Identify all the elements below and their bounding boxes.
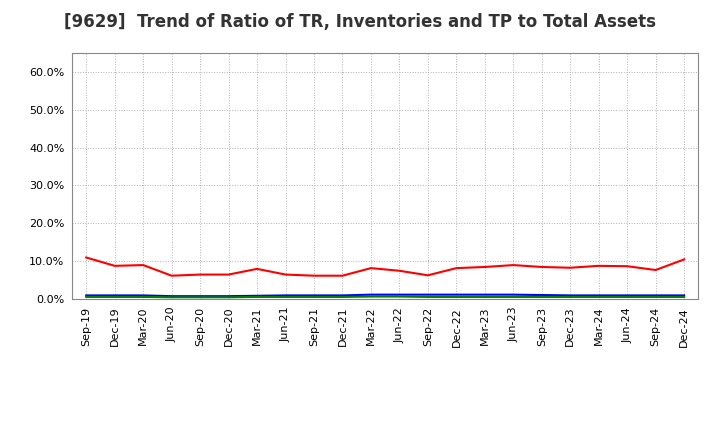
Trade Receivables [282, 272, 290, 277]
Trade Payables [139, 294, 148, 300]
Inventories [110, 293, 119, 298]
Inventories [310, 293, 318, 298]
Trade Receivables [338, 273, 347, 279]
Inventories [509, 292, 518, 297]
Line: Trade Receivables: Trade Receivables [86, 257, 684, 276]
Trade Payables [110, 294, 119, 300]
Trade Payables [452, 294, 461, 300]
Trade Payables [310, 294, 318, 300]
Inventories [167, 293, 176, 299]
Trade Receivables [623, 264, 631, 269]
Trade Payables [423, 294, 432, 300]
Inventories [338, 293, 347, 298]
Trade Payables [282, 294, 290, 300]
Trade Receivables [139, 262, 148, 268]
Trade Receivables [225, 272, 233, 277]
Inventories [595, 293, 603, 298]
Inventories [537, 293, 546, 298]
Trade Receivables [110, 263, 119, 268]
Inventories [452, 292, 461, 297]
Trade Receivables [509, 262, 518, 268]
Text: [9629]  Trend of Ratio of TR, Inventories and TP to Total Assets: [9629] Trend of Ratio of TR, Inventories… [64, 13, 656, 31]
Trade Receivables [82, 255, 91, 260]
Inventories [480, 292, 489, 297]
Inventories [366, 292, 375, 297]
Trade Payables [395, 294, 404, 299]
Trade Receivables [395, 268, 404, 273]
Trade Payables [509, 294, 518, 300]
Inventories [680, 293, 688, 298]
Inventories [282, 293, 290, 298]
Trade Payables [652, 294, 660, 300]
Trade Receivables [595, 263, 603, 268]
Inventories [623, 293, 631, 298]
Trade Payables [196, 295, 204, 300]
Trade Receivables [366, 265, 375, 271]
Trade Payables [537, 294, 546, 300]
Trade Receivables [680, 257, 688, 262]
Trade Payables [253, 294, 261, 300]
Trade Payables [623, 294, 631, 300]
Inventories [566, 293, 575, 298]
Trade Payables [82, 294, 91, 300]
Trade Payables [366, 294, 375, 299]
Inventories [395, 292, 404, 297]
Trade Receivables [480, 264, 489, 270]
Trade Receivables [253, 266, 261, 271]
Inventories [253, 293, 261, 298]
Inventories [423, 292, 432, 297]
Inventories [196, 293, 204, 299]
Trade Receivables [423, 273, 432, 278]
Trade Payables [566, 294, 575, 300]
Trade Payables [225, 295, 233, 300]
Trade Receivables [452, 265, 461, 271]
Trade Payables [680, 294, 688, 300]
Trade Payables [338, 294, 347, 300]
Trade Payables [167, 295, 176, 300]
Trade Payables [480, 294, 489, 300]
Trade Receivables [196, 272, 204, 277]
Trade Receivables [167, 273, 176, 279]
Trade Receivables [537, 264, 546, 270]
Trade Receivables [652, 268, 660, 273]
Trade Receivables [566, 265, 575, 270]
Inventories [139, 293, 148, 298]
Trade Payables [595, 294, 603, 300]
Inventories [82, 293, 91, 298]
Trade Receivables [310, 273, 318, 279]
Inventories [652, 293, 660, 298]
Line: Inventories: Inventories [86, 295, 684, 296]
Inventories [225, 293, 233, 299]
